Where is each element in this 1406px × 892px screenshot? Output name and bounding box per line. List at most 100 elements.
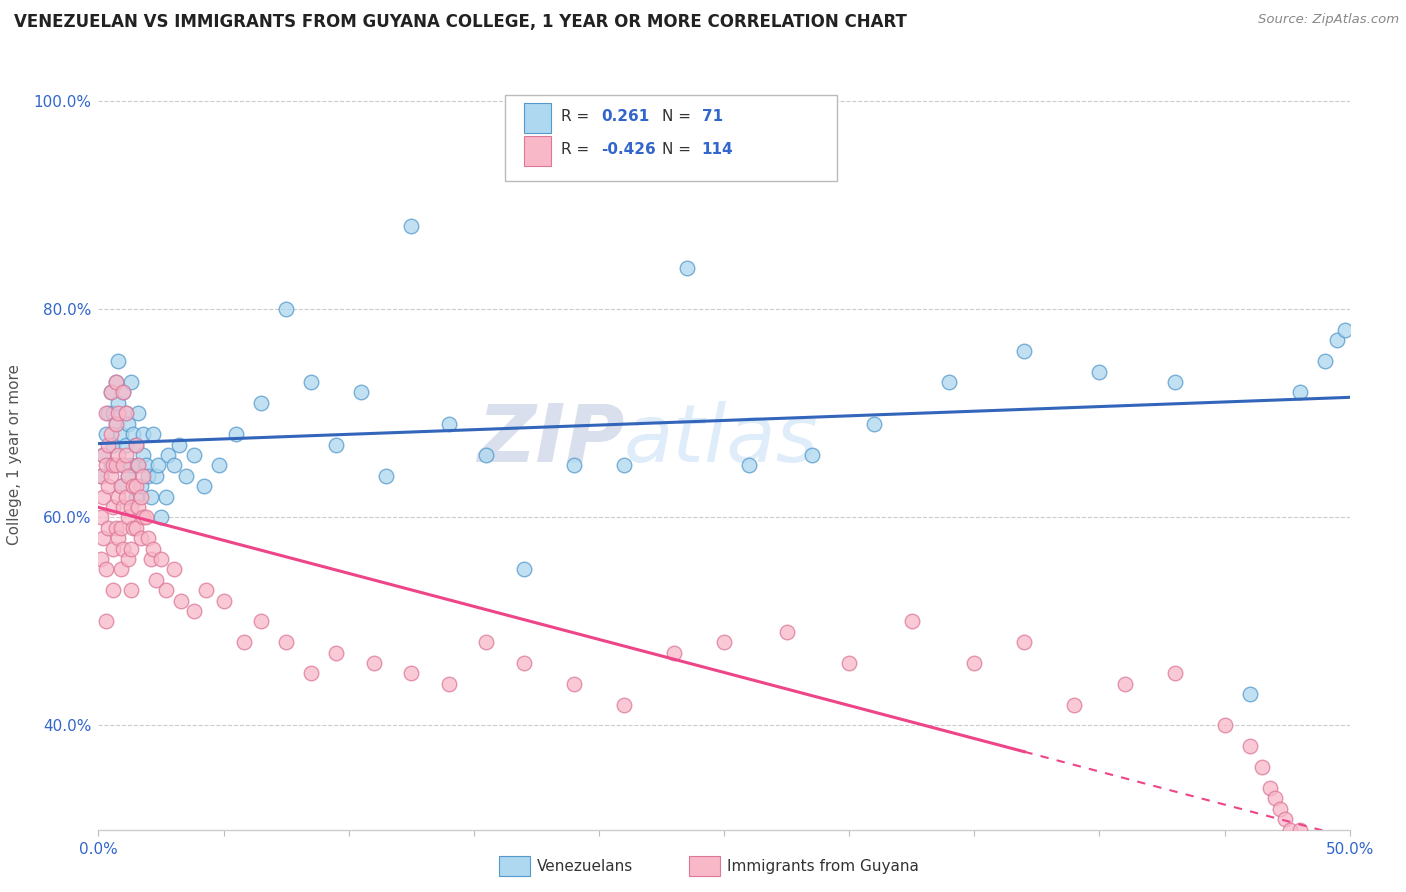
Point [145, 573, 167, 587]
Point [963, 656, 986, 670]
Point [155, 583, 177, 598]
Point [93, 448, 115, 462]
Point [132, 510, 155, 524]
Point [100, 385, 122, 400]
Point [104, 375, 127, 389]
Point [675, 260, 697, 275]
Point [713, 635, 735, 649]
Point [107, 490, 129, 504]
Point [1339, 874, 1361, 888]
Point [97, 437, 120, 451]
Point [207, 458, 229, 473]
Point [195, 583, 218, 598]
Point [120, 500, 142, 514]
Point [325, 437, 347, 451]
Point [107, 396, 129, 410]
Point [162, 458, 184, 473]
Text: 71: 71 [702, 109, 723, 124]
Point [120, 583, 142, 598]
Point [1323, 864, 1346, 879]
Point [93, 448, 115, 462]
Point [1163, 375, 1185, 389]
Point [139, 490, 162, 504]
Point [900, 615, 922, 629]
Point [1313, 354, 1336, 368]
FancyBboxPatch shape [505, 95, 837, 181]
Point [125, 490, 148, 504]
Point [183, 604, 205, 618]
Point [100, 427, 122, 442]
Point [107, 531, 129, 545]
Point [1309, 854, 1331, 868]
Point [738, 458, 761, 473]
Point [401, 666, 423, 681]
Point [1063, 698, 1085, 712]
Point [115, 448, 138, 462]
Point [110, 562, 132, 576]
Y-axis label: College, 1 year or more: College, 1 year or more [7, 365, 22, 545]
Text: Immigrants from Guyana: Immigrants from Guyana [727, 859, 918, 873]
Text: 114: 114 [702, 143, 733, 158]
Point [250, 615, 273, 629]
Point [183, 448, 205, 462]
Point [120, 375, 142, 389]
Point [97, 521, 120, 535]
Point [150, 552, 173, 566]
Point [1299, 833, 1322, 847]
Point [90, 552, 112, 566]
Point [662, 646, 685, 660]
Point [863, 417, 886, 431]
Point [162, 562, 184, 576]
Point [562, 677, 585, 691]
Point [94, 615, 117, 629]
Point [167, 437, 190, 451]
Point [138, 531, 160, 545]
Point [112, 458, 135, 473]
Point [129, 479, 152, 493]
Point [513, 562, 536, 576]
Point [94, 427, 117, 442]
Point [437, 677, 460, 691]
Point [613, 698, 636, 712]
Point [127, 458, 149, 473]
Point [127, 458, 149, 473]
Point [104, 417, 127, 431]
Text: Venezuelans: Venezuelans [537, 859, 633, 873]
Point [274, 635, 298, 649]
Point [1333, 323, 1355, 337]
Point [112, 500, 135, 514]
Point [1274, 812, 1296, 826]
Point [1288, 822, 1310, 837]
Point [350, 385, 373, 400]
Point [103, 458, 125, 473]
Point [94, 562, 117, 576]
Point [127, 406, 149, 420]
Point [127, 500, 149, 514]
Text: N =: N = [661, 143, 696, 158]
Point [145, 468, 167, 483]
Point [132, 427, 155, 442]
Point [1014, 343, 1036, 358]
Point [148, 458, 170, 473]
Point [1313, 843, 1336, 857]
Point [117, 510, 139, 524]
Bar [524, 136, 551, 167]
Point [110, 479, 132, 493]
Text: R =: R = [561, 143, 595, 158]
Point [170, 593, 193, 607]
Point [110, 521, 132, 535]
Point [110, 479, 132, 493]
Text: ZIP: ZIP [477, 401, 624, 479]
Point [104, 417, 127, 431]
Point [1114, 677, 1136, 691]
Point [232, 635, 254, 649]
Point [401, 219, 423, 233]
Point [112, 541, 135, 556]
Point [1294, 843, 1316, 857]
Point [1319, 854, 1341, 868]
Point [107, 354, 129, 368]
Point [437, 417, 460, 431]
Point [103, 406, 125, 420]
Point [1163, 666, 1185, 681]
Point [193, 479, 215, 493]
